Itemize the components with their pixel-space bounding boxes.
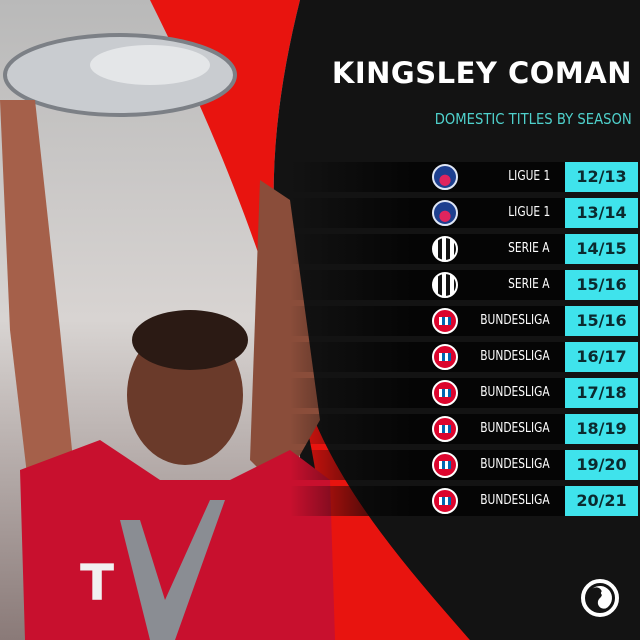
title-row: BUNDESLIGA 18/19: [290, 414, 638, 444]
season-badge: 19/20: [565, 450, 638, 480]
league-name: SERIE A: [508, 277, 550, 292]
svg-text:T: T: [80, 554, 114, 612]
season-badge: 18/19: [565, 414, 638, 444]
season-badge: 15/16: [565, 270, 638, 300]
season-badge: 20/21: [565, 486, 638, 516]
yin-yang-logo-icon: [581, 579, 619, 617]
bayern-crest-icon: [432, 344, 458, 370]
page-title: KINGSLEY COMAN: [331, 56, 632, 90]
title-row: SERIE A 14/15: [290, 234, 638, 264]
title-row: BUNDESLIGA 20/21: [290, 486, 638, 516]
psg-crest-icon: [432, 200, 458, 226]
league-name: BUNDESLIGA: [480, 349, 550, 364]
league-name: BUNDESLIGA: [480, 313, 550, 328]
title-row: LIGUE 1 12/13: [290, 162, 638, 192]
title-row: LIGUE 1 13/14: [290, 198, 638, 228]
juve-crest-icon: [432, 272, 458, 298]
season-badge: 12/13: [565, 162, 638, 192]
league-name: BUNDESLIGA: [480, 493, 550, 508]
juve-crest-icon: [432, 236, 458, 262]
league-name: BUNDESLIGA: [480, 385, 550, 400]
league-name: LIGUE 1: [507, 205, 550, 220]
psg-crest-icon: [432, 164, 458, 190]
bayern-crest-icon: [432, 380, 458, 406]
bayern-crest-icon: [432, 488, 458, 514]
league-name: SERIE A: [508, 241, 550, 256]
bayern-crest-icon: [432, 308, 458, 334]
title-row: BUNDESLIGA 19/20: [290, 450, 638, 480]
titles-list: LIGUE 1 12/13 LIGUE 1 13/14 SERIE A 14/15 SERI…: [290, 162, 638, 522]
title-row: BUNDESLIGA 16/17: [290, 342, 638, 372]
title-row: BUNDESLIGA 15/16: [290, 306, 638, 336]
season-badge: 14/15: [565, 234, 638, 264]
season-badge: 17/18: [565, 378, 638, 408]
page-subtitle: DOMESTIC TITLES BY SEASON: [435, 110, 632, 128]
bayern-crest-icon: [432, 416, 458, 442]
league-name: LIGUE 1: [507, 169, 550, 184]
title-row: SERIE A 15/16: [290, 270, 638, 300]
season-badge: 13/14: [565, 198, 638, 228]
season-badge: 15/16: [565, 306, 638, 336]
title-row: BUNDESLIGA 17/18: [290, 378, 638, 408]
league-name: BUNDESLIGA: [480, 457, 550, 472]
bayern-crest-icon: [432, 452, 458, 478]
season-badge: 16/17: [565, 342, 638, 372]
league-name: BUNDESLIGA: [480, 421, 550, 436]
